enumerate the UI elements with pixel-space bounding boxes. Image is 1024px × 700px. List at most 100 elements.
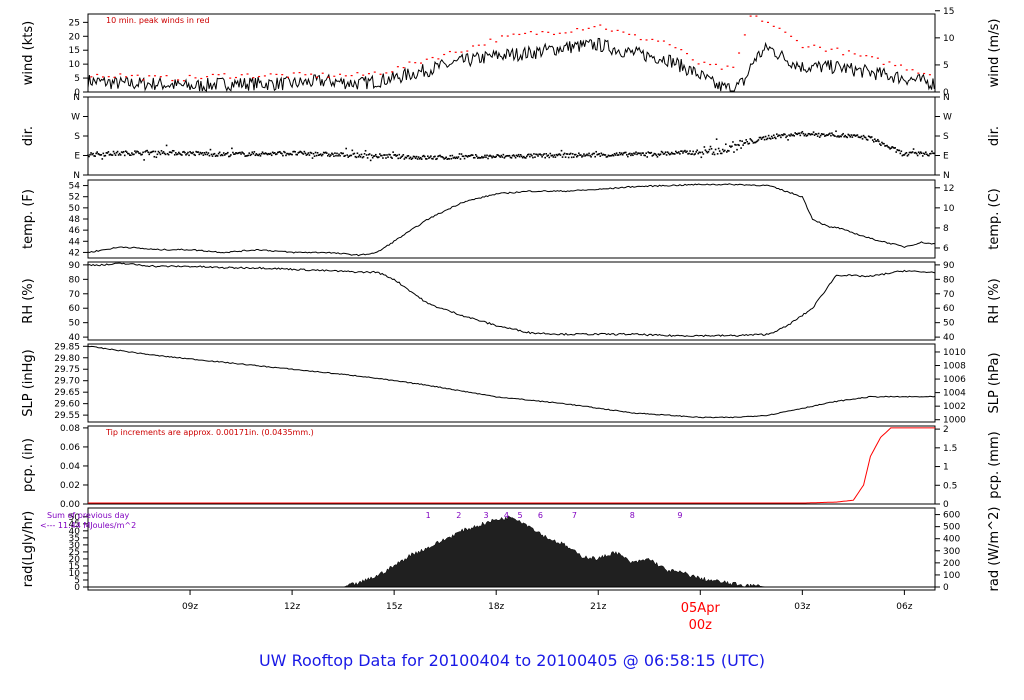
dir-point bbox=[378, 156, 380, 158]
dir-point bbox=[754, 141, 757, 144]
dir-point bbox=[182, 151, 184, 153]
dir-point bbox=[563, 152, 566, 155]
y-tick-label-right: 1 bbox=[943, 463, 949, 473]
dir-point bbox=[578, 152, 580, 155]
dir-point bbox=[497, 154, 500, 157]
dir-point bbox=[302, 153, 305, 155]
y-axis-label: rad(Lgly/hr) bbox=[21, 511, 36, 587]
dir-point bbox=[721, 148, 724, 151]
wind-peak-mark bbox=[506, 35, 509, 37]
dir-point bbox=[574, 153, 577, 156]
dir-point bbox=[699, 151, 702, 154]
y-tick-label-right: 60 bbox=[943, 304, 955, 314]
hour-marker: 7 bbox=[572, 511, 577, 520]
wind-peak-mark bbox=[691, 59, 694, 61]
dir-point bbox=[609, 154, 612, 157]
dir-point bbox=[532, 156, 534, 159]
dir-point bbox=[513, 155, 516, 157]
dir-point bbox=[768, 137, 771, 140]
dir-point bbox=[826, 134, 828, 136]
dir-point bbox=[905, 151, 908, 154]
dir-point bbox=[676, 151, 678, 154]
dir-point bbox=[293, 150, 295, 153]
dir-point bbox=[577, 154, 579, 157]
dir-point bbox=[424, 158, 427, 160]
y-tick-label-right: N bbox=[943, 93, 950, 103]
hour-marker: 4 bbox=[504, 511, 509, 520]
wind-peak-mark bbox=[778, 27, 781, 29]
dir-point bbox=[205, 151, 208, 154]
footer-title: UW Rooftop Data for 20100404 to 20100405… bbox=[258, 651, 766, 670]
dir-point bbox=[223, 154, 226, 156]
dir-point bbox=[762, 136, 765, 138]
dir-point bbox=[731, 145, 733, 148]
dir-point bbox=[461, 155, 464, 158]
pcp-line bbox=[88, 427, 935, 504]
wind-peak-mark bbox=[680, 49, 683, 51]
dir-point bbox=[100, 154, 103, 156]
dir-point bbox=[380, 154, 382, 157]
dir-point bbox=[88, 155, 90, 158]
dir-point bbox=[648, 152, 651, 154]
dir-point bbox=[208, 154, 211, 157]
dir-point bbox=[617, 154, 620, 156]
dir-point bbox=[400, 156, 403, 158]
y-tick-label-right: 15 bbox=[943, 7, 954, 17]
y-tick-label-right: 40 bbox=[943, 333, 955, 343]
dir-point bbox=[757, 139, 760, 141]
dir-point bbox=[671, 152, 674, 155]
dir-point bbox=[811, 133, 814, 136]
dir-point bbox=[304, 152, 307, 155]
dir-point bbox=[230, 154, 232, 156]
y-tick-label-right: 6 bbox=[943, 244, 949, 254]
dir-point bbox=[539, 153, 541, 155]
dir-point bbox=[803, 134, 806, 137]
dir-point bbox=[449, 154, 452, 157]
dir-point bbox=[685, 151, 687, 154]
y-tick-label: W bbox=[71, 113, 80, 123]
dir-point bbox=[733, 151, 735, 153]
dir-point bbox=[387, 156, 389, 158]
y-tick-label: 54 bbox=[69, 182, 81, 192]
dir-point bbox=[299, 150, 302, 153]
dir-point bbox=[259, 155, 262, 157]
dir-point bbox=[197, 151, 200, 153]
panel-wind: wind (kts) wind (m/s) 0 5 10 15 20 25 0 5 10 15 10 m… bbox=[21, 7, 1002, 98]
dir-point bbox=[472, 156, 475, 159]
dir-point bbox=[367, 153, 370, 156]
dir-point bbox=[695, 151, 698, 153]
wind-peak-mark bbox=[333, 75, 336, 77]
dir-point bbox=[509, 156, 512, 159]
dir-point bbox=[679, 153, 681, 155]
dir-point bbox=[688, 152, 690, 155]
dir-point bbox=[656, 156, 659, 158]
dir-point bbox=[738, 144, 740, 147]
wind-peak-mark bbox=[847, 50, 850, 52]
dir-point bbox=[372, 155, 375, 157]
dir-point bbox=[763, 138, 766, 141]
dir-point bbox=[597, 153, 600, 156]
dir-point bbox=[476, 155, 478, 158]
dir-point bbox=[344, 154, 346, 157]
dir-point bbox=[614, 154, 617, 156]
y-tick-label-right: 0.5 bbox=[943, 481, 957, 491]
dir-point bbox=[187, 151, 189, 154]
dir-point bbox=[374, 153, 377, 156]
dir-point bbox=[870, 136, 873, 138]
dir-point bbox=[601, 154, 604, 156]
dir-point bbox=[876, 140, 878, 142]
dir-point bbox=[700, 156, 703, 159]
wind-peak-mark bbox=[367, 73, 370, 75]
dir-point bbox=[189, 150, 191, 153]
wind-peak-mark bbox=[743, 34, 746, 36]
dir-point bbox=[369, 159, 372, 162]
y-tick-label-right: 90 bbox=[943, 261, 955, 271]
wind-peak-mark bbox=[194, 77, 197, 79]
dir-point bbox=[366, 157, 369, 159]
dir-point bbox=[677, 152, 679, 154]
dir-point bbox=[691, 153, 693, 155]
dir-point bbox=[839, 135, 841, 137]
dir-point bbox=[912, 148, 915, 150]
dir-point bbox=[929, 152, 931, 155]
